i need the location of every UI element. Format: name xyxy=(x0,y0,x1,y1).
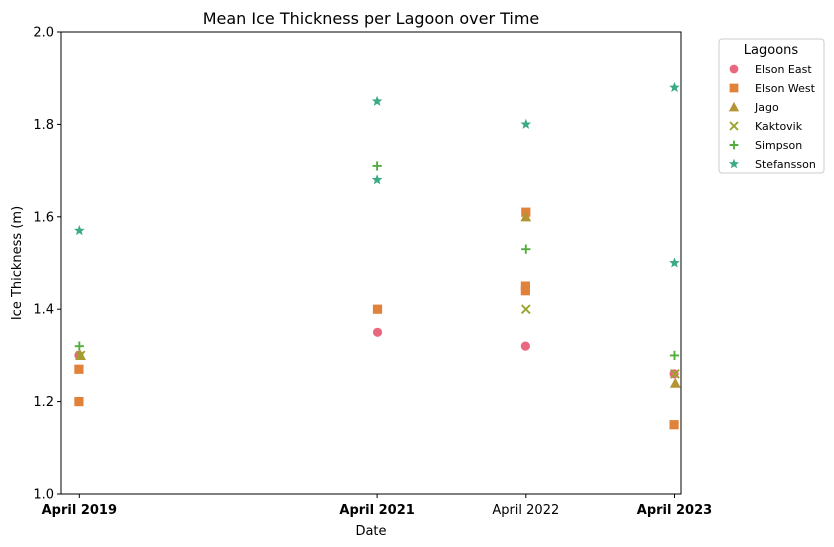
legend-item: Simpson xyxy=(729,139,802,152)
legend-marker xyxy=(729,140,739,150)
data-point xyxy=(669,420,679,430)
data-point xyxy=(372,304,383,314)
y-tick-label: 1.2 xyxy=(33,395,54,410)
x-axis: April 2019 April 2021 April 2022 April 2023 xyxy=(42,494,712,518)
plot-area xyxy=(74,81,681,430)
series-stefansson xyxy=(74,81,680,268)
legend-marker xyxy=(729,121,739,131)
legend-label: Stefansson xyxy=(755,158,816,171)
x-axis-label: Date xyxy=(355,524,386,539)
y-tick-label: 2.0 xyxy=(33,26,54,41)
legend-item: Stefansson xyxy=(728,158,816,171)
legend-label: Kaktovik xyxy=(755,120,803,133)
data-point xyxy=(670,369,680,379)
data-point xyxy=(74,225,85,236)
data-point xyxy=(74,364,84,374)
data-point xyxy=(520,118,532,129)
x-tick-label: April 2021 xyxy=(339,503,414,518)
legend-label: Simpson xyxy=(755,139,802,152)
y-axis-label: Ice Thickness (m) xyxy=(10,206,25,320)
legend: Lagoons Elson East Elson West Jago Kaktovik… xyxy=(718,38,825,174)
legend-item: Elson West xyxy=(729,82,816,95)
legend-item: Kaktovik xyxy=(729,120,803,133)
data-point xyxy=(372,161,382,171)
data-point xyxy=(520,341,530,351)
data-point xyxy=(520,211,532,222)
data-point xyxy=(75,350,86,361)
legend-marker xyxy=(728,158,740,169)
data-point xyxy=(371,174,383,185)
data-point xyxy=(372,327,383,337)
plot-frame xyxy=(60,31,682,495)
data-point xyxy=(74,341,84,351)
x-tick-label: April 2022 xyxy=(492,503,559,518)
series-kaktovik xyxy=(75,304,680,379)
data-point xyxy=(520,304,531,315)
data-point xyxy=(74,397,84,407)
data-point xyxy=(669,377,681,388)
series-simpson xyxy=(74,161,680,360)
legend-item: Elson East xyxy=(729,63,812,76)
x-tick-label: April 2019 xyxy=(42,503,117,518)
data-point xyxy=(669,81,680,92)
legend-marker xyxy=(729,64,739,74)
legend-marker xyxy=(728,101,740,112)
data-point xyxy=(669,350,680,360)
legend-item: Jago xyxy=(728,101,779,114)
legend-label: Elson East xyxy=(755,63,812,76)
y-tick-label: 1.4 xyxy=(33,303,54,318)
data-point xyxy=(520,281,530,291)
legend-label: Elson West xyxy=(755,82,816,95)
data-point xyxy=(669,257,680,268)
legend-frame xyxy=(718,38,825,174)
y-tick-label: 1.8 xyxy=(33,118,54,133)
data-point xyxy=(520,286,530,296)
legend-title: Lagoons xyxy=(744,43,799,58)
x-tick-label: April 2023 xyxy=(637,503,712,518)
chart-title: Mean Ice Thickness per Lagoon over Time xyxy=(203,9,540,28)
y-tick-label: 1.0 xyxy=(33,488,54,503)
legend-marker xyxy=(729,83,739,93)
legend-label: Jago xyxy=(754,101,779,114)
data-point xyxy=(521,244,531,254)
y-tick-label: 1.6 xyxy=(33,210,54,225)
y-axis: 1.0 1.2 1.4 1.6 1.8 2.0 xyxy=(33,26,61,503)
data-point xyxy=(371,95,383,106)
